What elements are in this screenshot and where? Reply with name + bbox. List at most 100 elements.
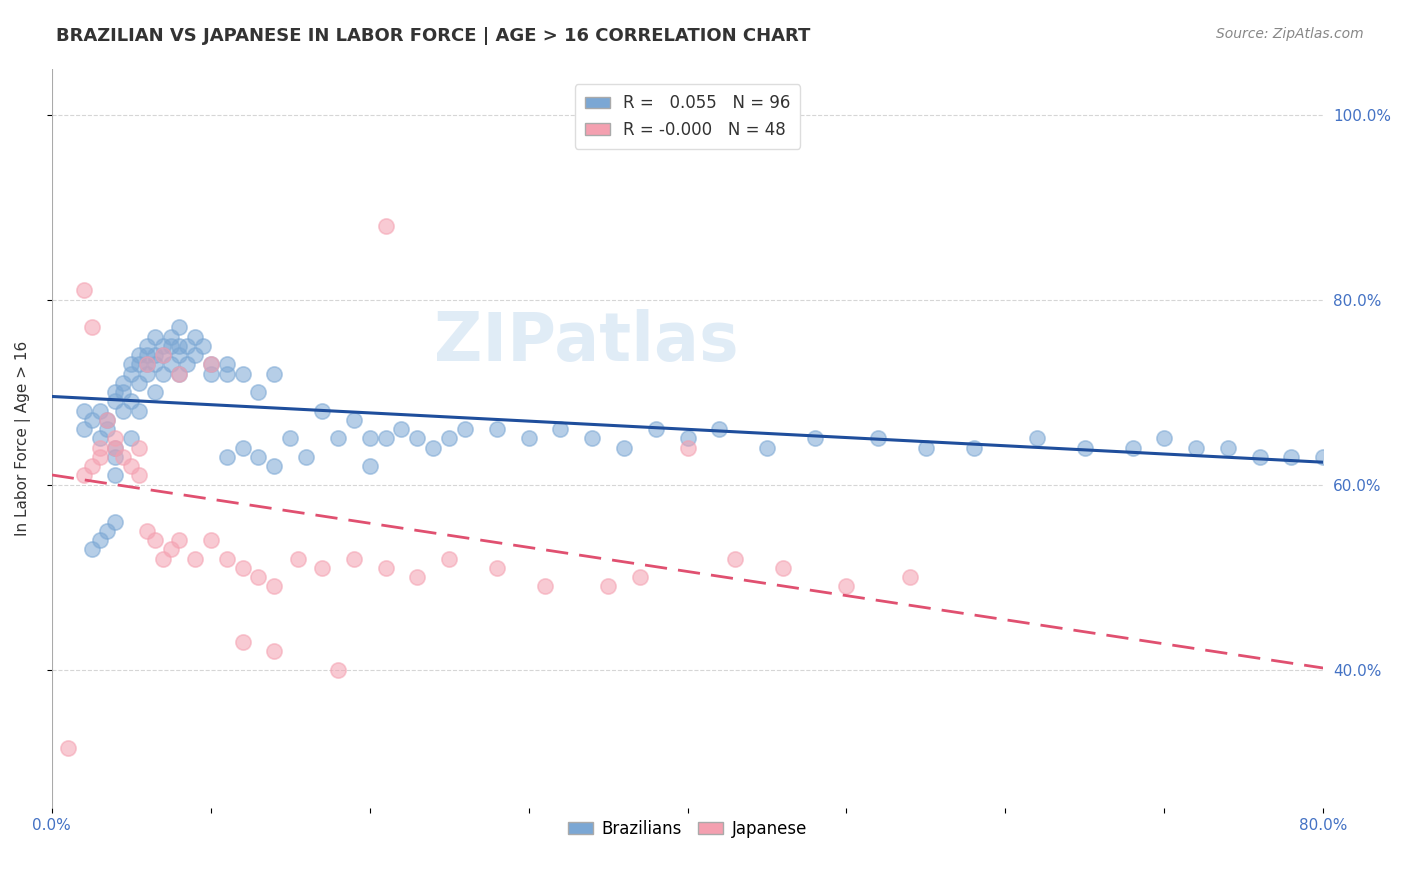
Point xyxy=(184,551,207,566)
Point xyxy=(311,403,333,417)
Point xyxy=(160,542,183,557)
Point xyxy=(89,441,111,455)
Point xyxy=(112,403,135,417)
Point xyxy=(343,551,366,566)
Point xyxy=(136,367,159,381)
Point xyxy=(533,579,555,593)
Point xyxy=(120,367,142,381)
Point xyxy=(517,432,540,446)
Y-axis label: In Labor Force | Age > 16: In Labor Force | Age > 16 xyxy=(15,341,31,536)
Point xyxy=(80,320,103,334)
Point xyxy=(200,533,222,548)
Point xyxy=(143,348,166,362)
Point xyxy=(628,570,651,584)
Point xyxy=(374,432,396,446)
Point xyxy=(1074,441,1097,455)
Point xyxy=(152,551,174,566)
Point xyxy=(311,561,333,575)
Point xyxy=(160,330,183,344)
Point xyxy=(326,432,349,446)
Point xyxy=(343,413,366,427)
Point xyxy=(232,561,254,575)
Point xyxy=(247,385,270,400)
Point xyxy=(215,450,238,464)
Point xyxy=(215,551,238,566)
Point xyxy=(359,459,381,474)
Point xyxy=(263,459,285,474)
Point xyxy=(247,450,270,464)
Point xyxy=(1249,450,1271,464)
Point xyxy=(152,339,174,353)
Point xyxy=(756,441,779,455)
Point xyxy=(72,284,94,298)
Point xyxy=(89,533,111,548)
Point xyxy=(80,459,103,474)
Point xyxy=(167,367,190,381)
Point xyxy=(167,367,190,381)
Point xyxy=(215,367,238,381)
Point xyxy=(136,524,159,538)
Point xyxy=(200,358,222,372)
Point xyxy=(613,441,636,455)
Point xyxy=(1185,441,1208,455)
Point xyxy=(152,348,174,362)
Point xyxy=(247,570,270,584)
Point xyxy=(112,450,135,464)
Point xyxy=(160,339,183,353)
Point xyxy=(232,367,254,381)
Point xyxy=(437,551,460,566)
Point xyxy=(581,432,603,446)
Point xyxy=(962,441,984,455)
Point xyxy=(167,339,190,353)
Point xyxy=(1216,441,1239,455)
Point xyxy=(120,358,142,372)
Point xyxy=(136,358,159,372)
Point xyxy=(263,367,285,381)
Point xyxy=(120,432,142,446)
Point xyxy=(89,432,111,446)
Point xyxy=(485,422,508,436)
Point xyxy=(72,468,94,483)
Point xyxy=(295,450,318,464)
Point xyxy=(96,524,118,538)
Point xyxy=(104,385,127,400)
Point xyxy=(278,432,301,446)
Point xyxy=(72,403,94,417)
Point xyxy=(143,385,166,400)
Point xyxy=(898,570,921,584)
Point xyxy=(835,579,858,593)
Point xyxy=(120,394,142,409)
Point xyxy=(1312,450,1334,464)
Legend: Brazilians, Japanese: Brazilians, Japanese xyxy=(561,814,814,845)
Point xyxy=(80,542,103,557)
Point xyxy=(167,348,190,362)
Point xyxy=(176,358,198,372)
Point xyxy=(128,441,150,455)
Point xyxy=(485,561,508,575)
Point xyxy=(96,413,118,427)
Point xyxy=(359,432,381,446)
Point xyxy=(709,422,731,436)
Point xyxy=(1122,441,1144,455)
Point xyxy=(263,644,285,658)
Point xyxy=(143,533,166,548)
Point xyxy=(128,376,150,390)
Point xyxy=(104,441,127,455)
Point xyxy=(96,422,118,436)
Point xyxy=(104,394,127,409)
Point xyxy=(422,441,444,455)
Point xyxy=(128,403,150,417)
Point xyxy=(72,422,94,436)
Text: BRAZILIAN VS JAPANESE IN LABOR FORCE | AGE > 16 CORRELATION CHART: BRAZILIAN VS JAPANESE IN LABOR FORCE | A… xyxy=(56,27,811,45)
Point xyxy=(167,533,190,548)
Point xyxy=(104,450,127,464)
Point xyxy=(437,432,460,446)
Point xyxy=(184,330,207,344)
Point xyxy=(120,459,142,474)
Point xyxy=(326,663,349,677)
Point xyxy=(96,413,118,427)
Point xyxy=(104,432,127,446)
Text: ZIPatlas: ZIPatlas xyxy=(433,310,738,376)
Point xyxy=(550,422,572,436)
Point xyxy=(200,367,222,381)
